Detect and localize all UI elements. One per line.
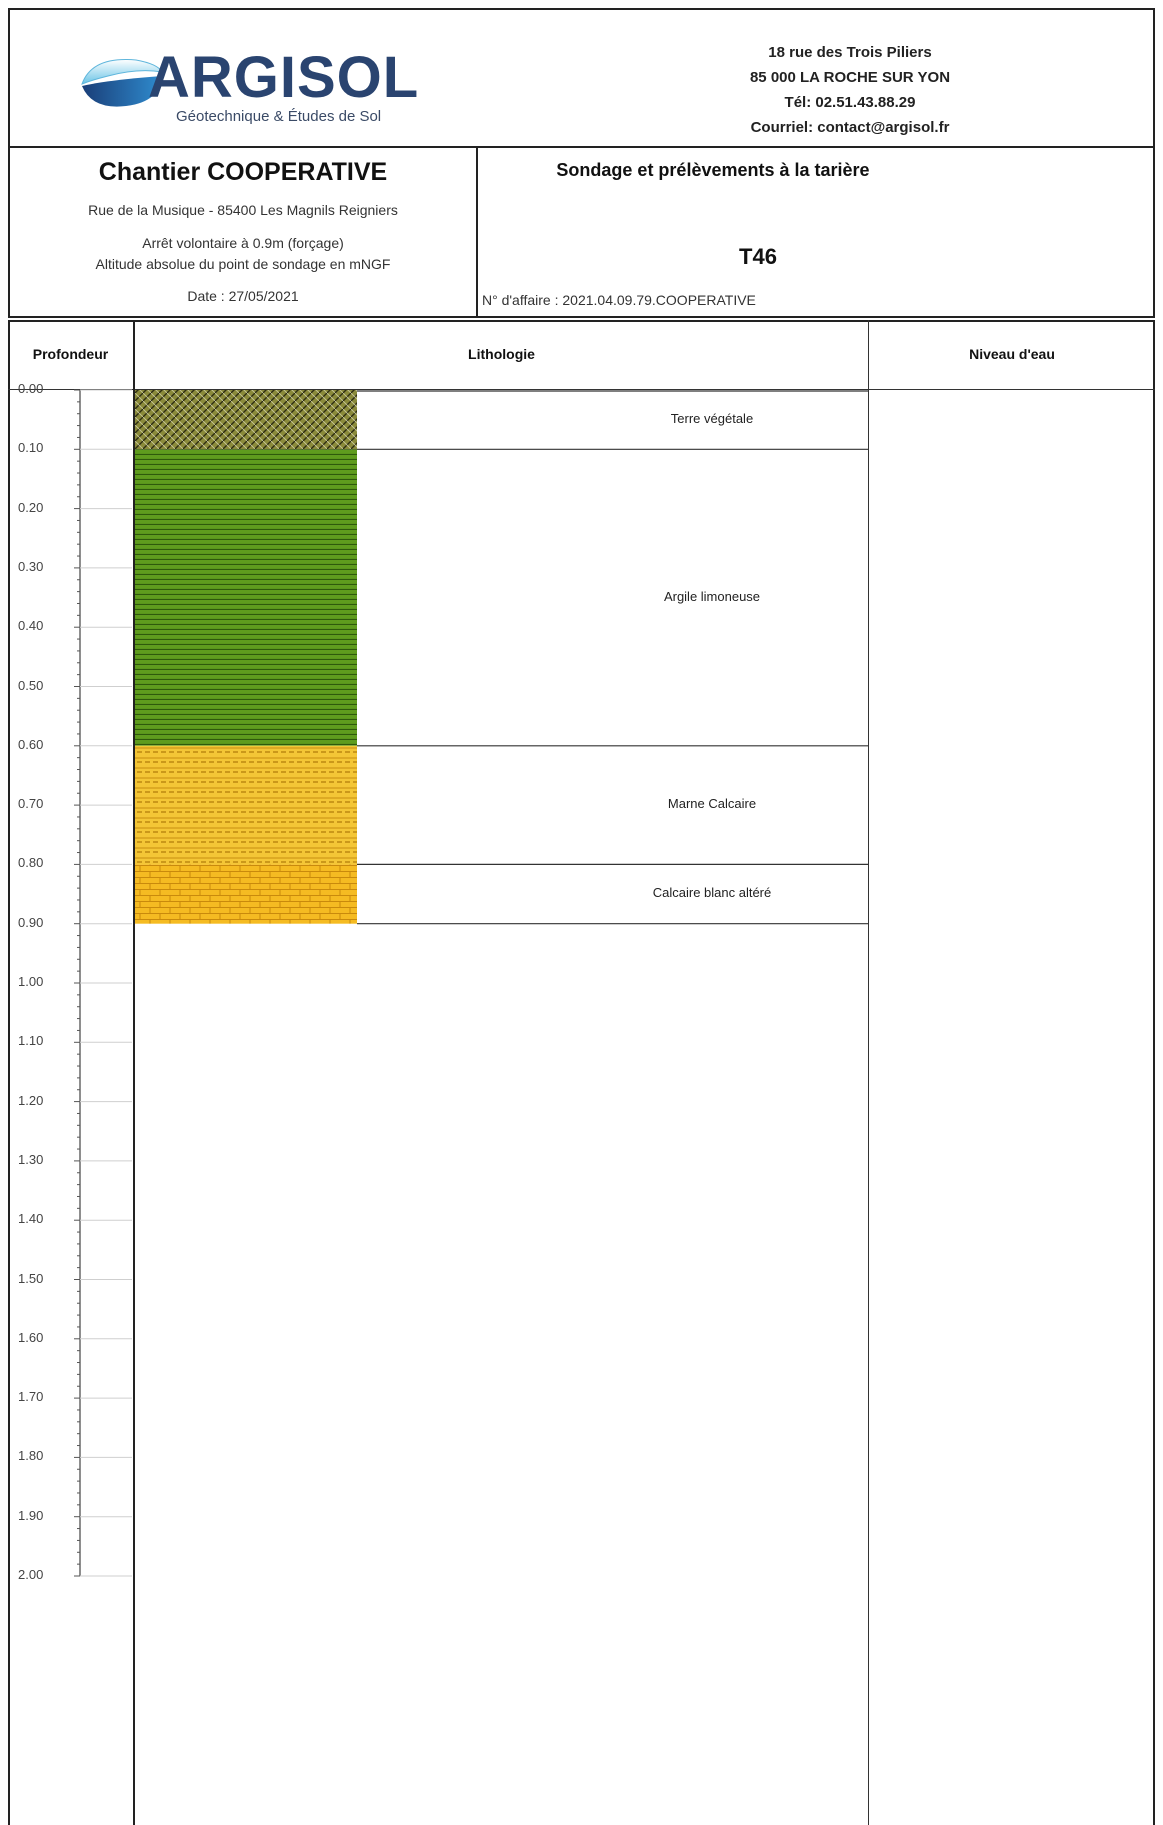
company-address: 18 rue des Trois Piliers 85 000 LA ROCHE… [620,40,1080,140]
layer-swatch-limestone [135,864,357,924]
depth-tick-label: 0.00 [18,381,44,396]
depth-tick-label: 0.70 [18,796,44,812]
lithology-header: Lithologie [468,346,535,362]
layer-swatch-topsoil [135,390,357,450]
layer-swatch-marl [135,745,357,865]
depth-tick-label: 0.60 [18,736,44,752]
depth-tick-label: 2.00 [18,1567,44,1582]
altitude-note: Altitude absolue du point de sondage en … [95,256,391,272]
affair-number: N° d'affaire : 2021.04.09.79.COOPERATIVE [482,292,756,308]
logo-swoosh-icon [81,59,163,107]
depth-tick-label: 1.50 [18,1270,44,1286]
logo-tagline: Géotechnique & Études de Sol [176,108,382,125]
depth-tick-label: 1.00 [18,974,44,989]
depth-tick-label: 1.30 [18,1151,44,1167]
depth-tick-label: 1.20 [18,1092,44,1108]
address-line: 18 rue des Trois Piliers [768,44,932,61]
depth-tick-label: 1.90 [18,1507,44,1523]
survey-date: Date : 27/05/2021 [187,288,299,304]
depth-tick-label: 1.60 [18,1329,44,1345]
depth-scale [74,389,132,1577]
depth-tick-label: 0.30 [18,558,44,574]
depth-column-divider [133,320,135,1825]
layer-description: Argile limoneuse [663,588,761,604]
depth-tick-label: 0.80 [18,855,44,871]
log-table [8,320,1155,1825]
depth-tick-label: 1.40 [18,1211,44,1227]
layer-description: Terre végétale [670,410,754,426]
survey-method: Sondage et prélèvements à la tarière [556,160,870,180]
project-location: Rue de la Musique - 85400 Les Magnils Re… [88,202,398,218]
logo-brand-text: ARGISOL [148,45,420,110]
argisol-logo: ARGISOL Géotechnique & Études de Sol [78,45,468,140]
depth-tick-label: 0.50 [18,677,44,693]
project-info-box [8,146,1155,318]
address-line: Courriel: contact@argisol.fr [750,119,950,136]
address-line: 85 000 LA ROCHE SUR YON [749,69,951,86]
borehole-id: T46 [739,244,777,269]
depth-tick-label: 0.90 [18,914,44,930]
project-box-divider [476,146,478,318]
stop-note: Arrêt volontaire à 0.9m (forçage) [142,235,344,251]
depth-tick-label: 0.10 [18,440,44,456]
layer-description: Calcaire blanc altéré [652,885,772,901]
layer-description: Marne Calcaire [667,796,757,812]
water-header: Niveau d'eau [969,346,1055,362]
log-header-divider [8,389,1155,390]
water-column-divider [868,320,869,1825]
depth-tick-label: 0.40 [18,618,44,634]
depth-tick-label: 1.70 [18,1389,44,1405]
depth-tick-label: 0.20 [18,499,44,515]
depth-tick-label: 1.10 [18,1033,44,1049]
address-line: Tél: 02.51.43.88.29 [784,94,916,111]
depth-header: Profondeur [32,346,109,362]
project-title: Chantier COOPERATIVE [98,158,388,186]
lithology-column [135,390,868,925]
depth-tick-label: 1.80 [18,1448,44,1464]
layer-swatch-clay [135,449,357,746]
